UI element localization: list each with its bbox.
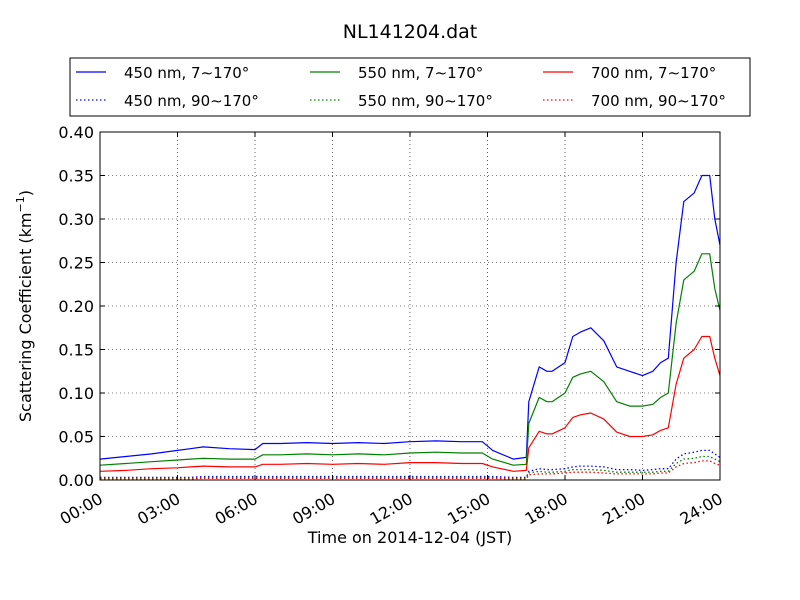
y-tick-label: 0.20 xyxy=(58,297,94,316)
y-tick-label: 0.35 xyxy=(58,167,94,186)
y-tick-labels: 0.00 0.05 0.10 0.15 0.20 0.25 0.30 0.35 0.40 xyxy=(58,123,94,490)
x-tick-label: 18:00 xyxy=(522,489,571,529)
legend-label: 700 nm, 90∼170° xyxy=(591,92,726,110)
y-tick-label: 0.10 xyxy=(58,384,94,403)
chart-title: NL141204.dat xyxy=(343,21,478,43)
gridlines xyxy=(100,132,720,480)
series-lines xyxy=(99,174,721,480)
y-axis-label-close: ) xyxy=(16,190,35,196)
x-tick-label: 06:00 xyxy=(212,489,261,529)
y-axis-label-superscript: −1 xyxy=(14,196,27,212)
legend-label: 450 nm, 7∼170° xyxy=(124,64,249,82)
series-line-1 xyxy=(99,253,721,466)
series-line-2 xyxy=(99,335,721,472)
x-tick-label: 15:00 xyxy=(444,489,493,529)
x-tick-label: 00:00 xyxy=(57,489,106,529)
x-tick-label: 24:00 xyxy=(677,489,726,529)
x-tick-label: 21:00 xyxy=(599,489,648,529)
y-axis-label: Scattering Coefficient (km−1) xyxy=(14,190,35,422)
series-line-0 xyxy=(99,174,721,460)
legend-frame xyxy=(69,57,751,117)
y-tick-label: 0.30 xyxy=(58,210,94,229)
y-axis-label-main: Scattering Coefficient (km xyxy=(16,212,35,422)
legend-label: 700 nm, 7∼170° xyxy=(591,64,716,82)
y-tick-label: 0.40 xyxy=(58,123,94,142)
legend-label: 550 nm, 7∼170° xyxy=(358,64,483,82)
x-tick-label: 12:00 xyxy=(367,489,416,529)
y-tick-label: 0.05 xyxy=(58,428,94,447)
axis-ticks xyxy=(99,131,721,481)
legend-label: 450 nm, 90∼170° xyxy=(124,92,259,110)
x-tick-label: 03:00 xyxy=(134,489,183,529)
legend-label: 550 nm, 90∼170° xyxy=(358,92,493,110)
series-line-3 xyxy=(100,449,721,479)
x-tick-labels: 00:00 03:00 06:00 09:00 12:00 15:00 18:00 21:00… xyxy=(57,489,726,529)
y-tick-label: 0.15 xyxy=(58,341,94,360)
x-axis-label: Time on 2014-12-04 (JST) xyxy=(307,528,512,547)
y-tick-label: 0.25 xyxy=(58,254,94,273)
legend: 450 nm, 7∼170° 550 nm, 7∼170° 700 nm, 7∼17… xyxy=(69,57,751,117)
x-tick-label: 09:00 xyxy=(289,489,338,529)
y-tick-label: 0.00 xyxy=(58,471,94,490)
series-line-4 xyxy=(100,455,721,479)
